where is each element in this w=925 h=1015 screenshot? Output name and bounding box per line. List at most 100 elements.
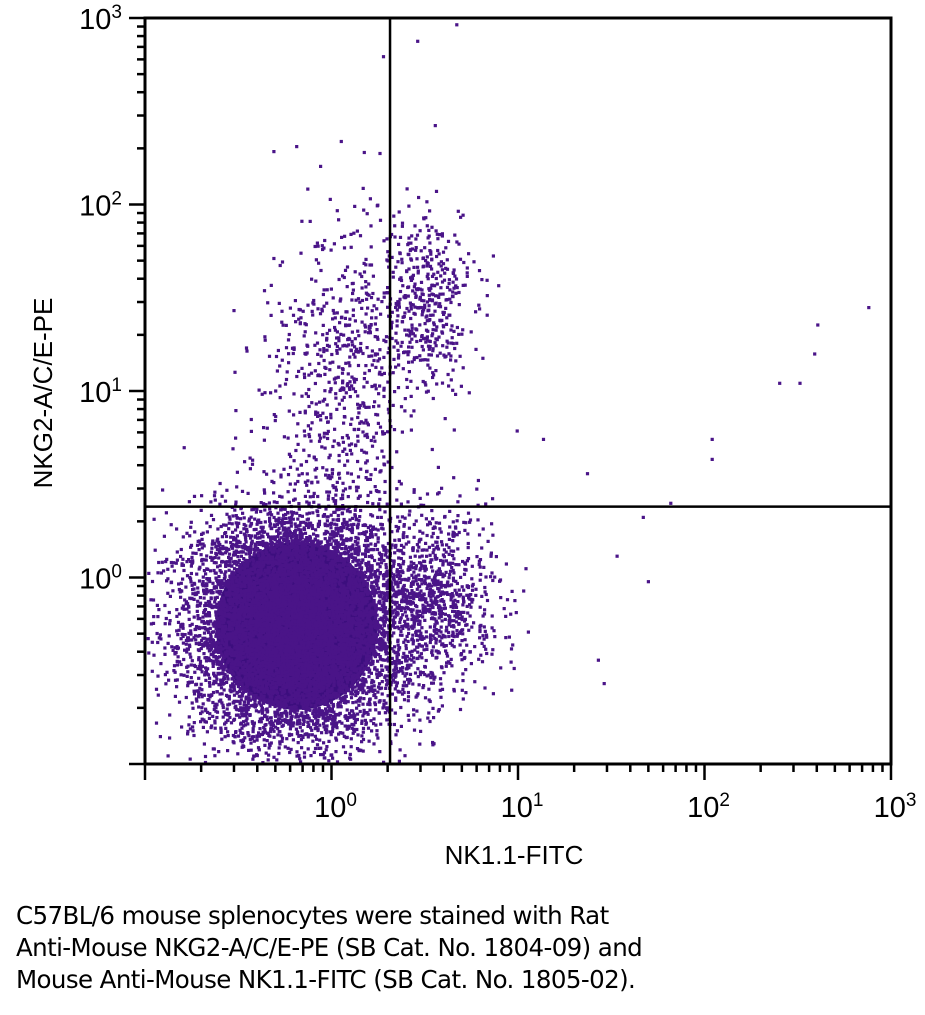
data-point	[179, 673, 183, 677]
data-point	[307, 564, 311, 568]
data-point	[410, 658, 414, 662]
data-point	[349, 596, 353, 600]
data-point	[215, 662, 219, 666]
data-point	[317, 706, 321, 710]
data-point	[201, 562, 205, 566]
data-point	[343, 750, 348, 755]
data-point	[187, 631, 191, 635]
data-point	[211, 714, 215, 718]
data-point	[245, 653, 249, 657]
data-point	[209, 632, 213, 636]
data-point	[333, 721, 337, 726]
data-point	[270, 543, 274, 547]
data-point	[320, 677, 324, 682]
data-point	[299, 760, 303, 764]
data-point	[269, 547, 273, 552]
data-point	[273, 704, 277, 709]
data-point	[374, 533, 378, 537]
data-point	[396, 643, 400, 647]
data-point	[382, 622, 386, 626]
data-point	[226, 713, 230, 717]
data-point	[246, 625, 250, 629]
data-point	[348, 677, 352, 681]
data-point	[247, 705, 251, 709]
data-point	[343, 724, 347, 728]
data-point	[325, 745, 329, 749]
data-point	[325, 490, 329, 494]
data-point	[235, 675, 239, 679]
data-point	[338, 619, 342, 623]
data-point	[234, 713, 239, 717]
data-point	[368, 613, 372, 617]
data-point	[197, 567, 201, 571]
data-point	[380, 692, 384, 696]
data-point	[400, 624, 404, 628]
data-point	[374, 607, 378, 611]
data-point	[252, 659, 256, 663]
data-point	[239, 706, 243, 710]
data-point	[188, 652, 192, 656]
data-point	[266, 701, 270, 705]
data-point	[254, 709, 258, 713]
data-point	[393, 687, 397, 691]
data-point	[211, 650, 215, 654]
data-point	[231, 631, 235, 635]
data-point	[241, 511, 245, 515]
data-point	[244, 577, 248, 581]
data-point	[330, 722, 334, 726]
data-point	[283, 745, 287, 749]
data-point	[341, 481, 345, 485]
data-point	[295, 534, 299, 538]
data-point	[417, 642, 421, 647]
data-point	[221, 552, 225, 556]
data-point	[336, 668, 340, 672]
data-point	[372, 610, 376, 614]
data-point	[284, 516, 288, 521]
data-point	[236, 550, 240, 554]
data-point	[173, 670, 177, 674]
data-point	[372, 598, 376, 603]
data-point	[287, 732, 291, 736]
data-point	[320, 586, 324, 590]
data-point	[203, 636, 207, 640]
data-point	[215, 605, 220, 609]
data-point	[227, 711, 231, 715]
data-point	[215, 602, 219, 606]
data-point	[409, 663, 413, 667]
data-point	[245, 711, 249, 715]
data-point	[337, 703, 341, 707]
data-point	[349, 528, 353, 532]
data-point	[229, 668, 233, 672]
data-point	[221, 705, 225, 710]
data-point	[283, 563, 287, 567]
data-point	[214, 561, 218, 565]
data-point	[310, 733, 314, 737]
data-point	[225, 549, 229, 553]
data-point	[239, 563, 243, 567]
data-point	[189, 629, 193, 633]
data-point	[453, 614, 457, 618]
data-point	[309, 754, 313, 758]
data-point	[293, 562, 297, 566]
data-point	[259, 720, 263, 724]
data-point	[255, 734, 259, 738]
data-point	[162, 534, 166, 538]
data-point	[192, 615, 196, 619]
data-point	[452, 549, 456, 553]
data-point	[302, 755, 307, 759]
data-point	[269, 698, 274, 702]
data-point	[221, 605, 225, 609]
data-point	[398, 620, 402, 624]
data-point	[383, 598, 387, 602]
data-point	[326, 476, 330, 480]
data-point	[228, 715, 232, 719]
data-point	[366, 500, 370, 505]
data-point	[356, 733, 360, 737]
data-point	[335, 760, 340, 764]
data-point	[311, 544, 315, 548]
data-point	[229, 544, 234, 548]
data-point	[367, 606, 371, 610]
data-point	[247, 679, 251, 683]
data-point	[364, 570, 368, 574]
data-point	[319, 575, 323, 579]
